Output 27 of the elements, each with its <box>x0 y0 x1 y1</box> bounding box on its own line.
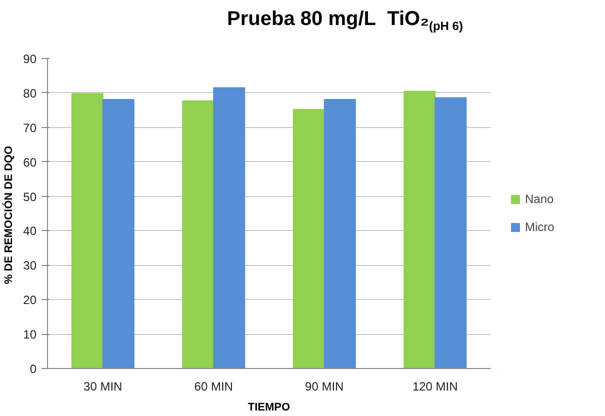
bar <box>324 98 356 368</box>
legend-label: Micro <box>525 220 554 234</box>
y-tick-label: 10 <box>23 328 37 342</box>
y-tick-label: 0 <box>30 362 37 376</box>
x-tick-label: 90 MIN <box>305 380 344 394</box>
bar <box>292 108 325 368</box>
y-tick-label: 50 <box>23 190 37 204</box>
x-tick-label: 60 MIN <box>194 380 233 394</box>
bar <box>71 93 104 368</box>
bar <box>182 100 214 368</box>
legend-label: Nano <box>525 192 554 206</box>
bar <box>404 90 436 368</box>
y-axis-title: % DE REMOCIÓN DE DQO <box>2 146 16 284</box>
bar <box>434 97 467 368</box>
bar <box>102 98 134 368</box>
x-tick-label: 30 MIN <box>84 380 122 394</box>
chart-title: Prueba 80 mg/L TiO₂$_{(pH 6)}$ <box>226 7 464 35</box>
y-tick-label: 80 <box>23 86 37 100</box>
x-axis-title: TIEMPO <box>248 402 291 414</box>
y-tick-label: 70 <box>23 120 37 135</box>
y-tick-label: 90 <box>23 52 37 66</box>
bar <box>213 87 246 368</box>
y-tick-label: 30 <box>23 258 37 273</box>
x-tick-label: 120 MIN <box>412 380 458 394</box>
y-tick-label: 20 <box>23 293 37 308</box>
y-tick-label: 40 <box>23 224 37 238</box>
y-tick-label: 60 <box>23 155 37 170</box>
